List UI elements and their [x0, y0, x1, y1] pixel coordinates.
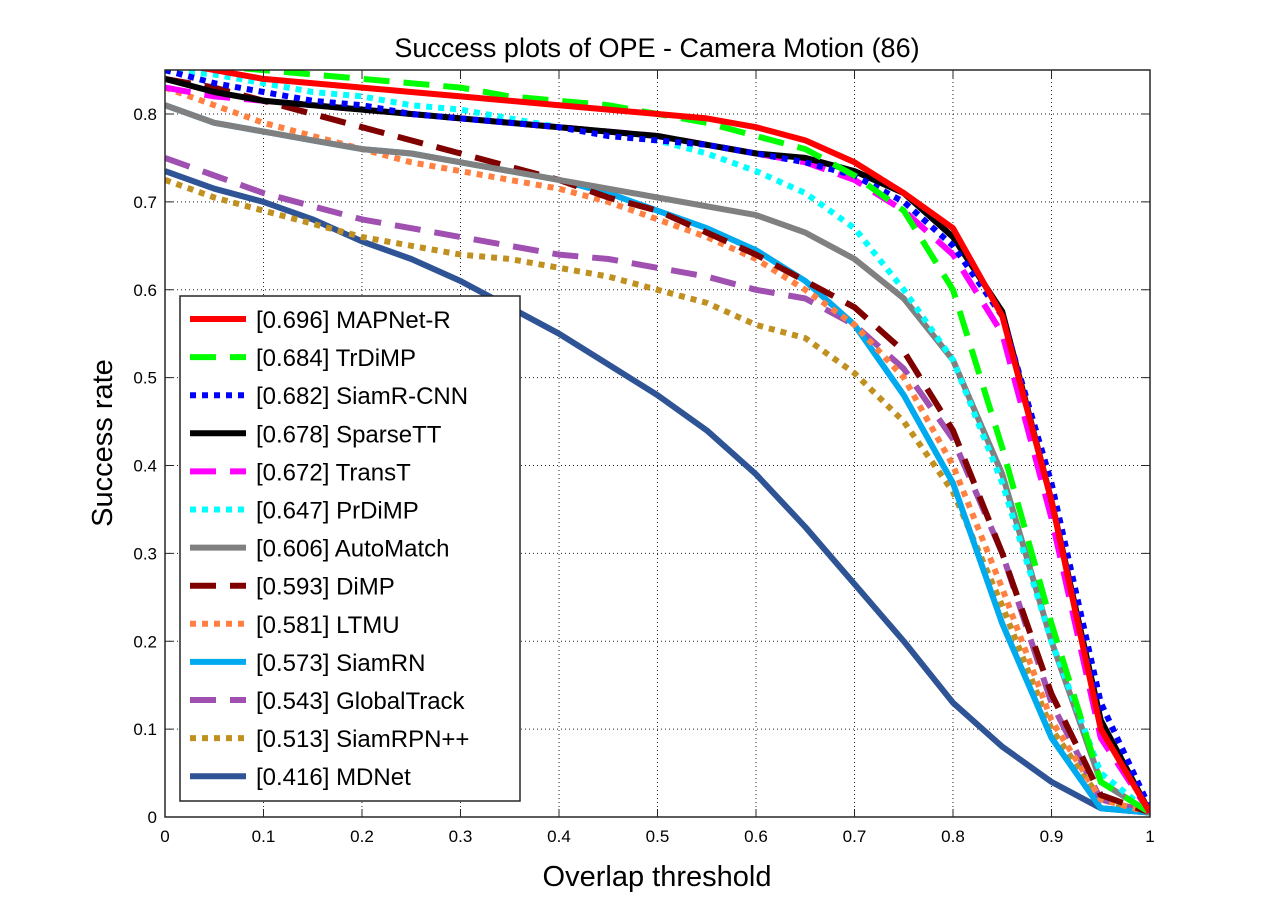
y-tick-label: 0	[148, 808, 157, 827]
y-tick-label: 0.6	[133, 281, 157, 300]
series-lines	[165, 70, 1150, 816]
legend-label: [0.684] TrDiMP	[256, 345, 416, 372]
x-tick-label: 0.7	[843, 827, 867, 846]
series-line-mapnet-r	[196, 70, 1150, 815]
y-tick-label: 0.5	[133, 369, 157, 388]
y-tick-label: 0.8	[133, 105, 157, 124]
series-line-prdimp	[165, 70, 1150, 815]
legend-label: [0.606] AutoMatch	[256, 536, 449, 563]
legend-label: [0.543] GlobalTrack	[256, 688, 466, 715]
series-line-dimp	[165, 75, 1150, 816]
x-tick-label: 0.9	[1040, 827, 1064, 846]
y-tick-label: 0.7	[133, 193, 157, 212]
y-tick-label: 0.3	[133, 544, 157, 563]
x-tick-label: 0.3	[449, 827, 473, 846]
y-tick-label: 0.2	[133, 632, 157, 651]
legend-label: [0.696] MAPNet-R	[256, 307, 451, 334]
axis-ticks: 0 0.1 0.2 0.3 0.4 0.5 0.6 0.7 0.8 0.9 1 0 0.1 0.2 0.3 0…	[133, 70, 1155, 846]
y-tick-label: 0.4	[133, 457, 157, 476]
legend-label: [0.682] SiamR-CNN	[256, 383, 468, 410]
chart-title: Success plots of OPE - Camera Motion (86…	[394, 33, 919, 63]
legend-label: [0.678] SparseTT	[256, 421, 442, 448]
legend-label: [0.647] PrDiMP	[256, 498, 419, 525]
legend: [0.696] MAPNet-R [0.684] TrDiMP [0.682] Si…	[179, 295, 521, 802]
legend-label: [0.416] MDNet	[256, 764, 411, 791]
x-tick-label: 1	[1145, 827, 1154, 846]
legend-label: [0.672] TransT	[256, 459, 411, 486]
x-tick-label: 0	[160, 827, 169, 846]
series-line-siamrpn-	[165, 177, 1150, 816]
legend-label: [0.593] DiMP	[256, 574, 395, 601]
x-axis-label: Overlap threshold	[543, 861, 772, 893]
series-line-globaltrack	[165, 155, 1150, 816]
x-tick-label: 0.6	[744, 827, 768, 846]
x-tick-label: 0.1	[252, 827, 276, 846]
x-tick-label: 0.2	[350, 827, 374, 846]
legend-label: [0.581] LTMU	[256, 612, 400, 639]
legend-label: [0.513] SiamRPN++	[256, 726, 469, 753]
x-tick-label: 0.5	[646, 827, 670, 846]
y-axis-label: Success rate	[87, 359, 119, 527]
legend-label: [0.573] SiamRN	[256, 650, 425, 677]
x-tick-label: 0.8	[941, 827, 965, 846]
y-tick-label: 0.1	[133, 720, 157, 739]
x-tick-label: 0.4	[547, 827, 571, 846]
